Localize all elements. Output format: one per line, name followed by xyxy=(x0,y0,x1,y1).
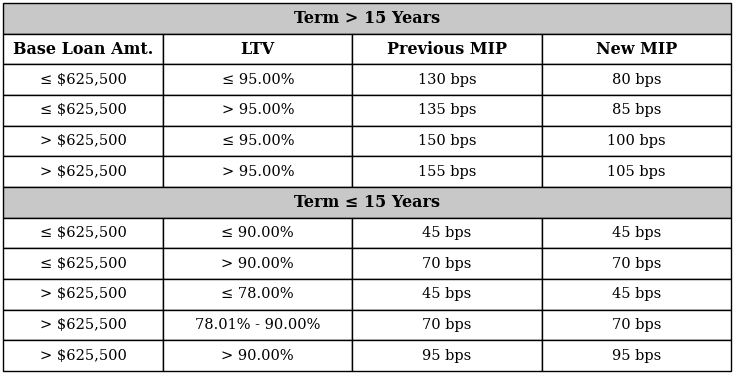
Text: > 95.00%: > 95.00% xyxy=(222,103,294,117)
Text: ≤ 95.00%: ≤ 95.00% xyxy=(222,73,294,87)
Text: Term ≤ 15 Years: Term ≤ 15 Years xyxy=(294,194,440,211)
Bar xyxy=(542,126,731,156)
Bar xyxy=(3,340,163,371)
Text: ≤ $625,500: ≤ $625,500 xyxy=(40,73,126,87)
Bar xyxy=(3,310,163,340)
Bar xyxy=(542,248,731,279)
Bar xyxy=(163,218,352,248)
Text: 105 bps: 105 bps xyxy=(607,165,666,179)
Bar xyxy=(542,64,731,95)
Bar xyxy=(352,310,542,340)
Text: 45 bps: 45 bps xyxy=(611,226,661,240)
Bar xyxy=(163,248,352,279)
Bar xyxy=(3,126,163,156)
Text: 95 bps: 95 bps xyxy=(611,349,661,363)
Bar xyxy=(163,340,352,371)
Bar xyxy=(163,310,352,340)
Text: > $625,500: > $625,500 xyxy=(40,287,126,301)
Text: 85 bps: 85 bps xyxy=(611,103,661,117)
Bar xyxy=(352,156,542,187)
Text: 70 bps: 70 bps xyxy=(611,318,661,332)
Text: 155 bps: 155 bps xyxy=(418,165,476,179)
Bar xyxy=(3,248,163,279)
Text: ≤ $625,500: ≤ $625,500 xyxy=(40,103,126,117)
Bar xyxy=(352,340,542,371)
Bar xyxy=(542,340,731,371)
Text: > $625,500: > $625,500 xyxy=(40,165,126,179)
Text: 135 bps: 135 bps xyxy=(418,103,476,117)
Bar xyxy=(3,279,163,310)
Text: 70 bps: 70 bps xyxy=(611,257,661,271)
Text: 80 bps: 80 bps xyxy=(611,73,661,87)
Bar xyxy=(352,126,542,156)
Text: ≤ 90.00%: ≤ 90.00% xyxy=(222,226,294,240)
Text: LTV: LTV xyxy=(241,40,275,58)
Bar xyxy=(542,34,731,64)
Bar xyxy=(3,218,163,248)
Bar xyxy=(3,187,731,218)
Text: Base Loan Amt.: Base Loan Amt. xyxy=(13,40,153,58)
Bar xyxy=(163,64,352,95)
Text: > 90.00%: > 90.00% xyxy=(222,257,294,271)
Text: ≤ $625,500: ≤ $625,500 xyxy=(40,257,126,271)
Bar xyxy=(163,95,352,126)
Text: Previous MIP: Previous MIP xyxy=(387,40,507,58)
Text: > $625,500: > $625,500 xyxy=(40,349,126,363)
Bar xyxy=(3,64,163,95)
Bar xyxy=(352,218,542,248)
Bar xyxy=(352,34,542,64)
Text: New MIP: New MIP xyxy=(596,40,677,58)
Bar xyxy=(352,279,542,310)
Bar xyxy=(542,218,731,248)
Text: ≤ $625,500: ≤ $625,500 xyxy=(40,226,126,240)
Text: > 95.00%: > 95.00% xyxy=(222,165,294,179)
Bar xyxy=(542,95,731,126)
Text: > 90.00%: > 90.00% xyxy=(222,349,294,363)
Bar xyxy=(163,126,352,156)
Text: > $625,500: > $625,500 xyxy=(40,134,126,148)
Bar xyxy=(542,279,731,310)
Text: Term > 15 Years: Term > 15 Years xyxy=(294,10,440,27)
Text: 150 bps: 150 bps xyxy=(418,134,476,148)
Text: 70 bps: 70 bps xyxy=(422,257,472,271)
Text: 45 bps: 45 bps xyxy=(423,226,472,240)
Bar xyxy=(352,64,542,95)
Bar xyxy=(3,156,163,187)
Text: 45 bps: 45 bps xyxy=(423,287,472,301)
Bar xyxy=(3,3,731,34)
Bar xyxy=(3,34,163,64)
Text: ≤ 78.00%: ≤ 78.00% xyxy=(222,287,294,301)
Text: 70 bps: 70 bps xyxy=(422,318,472,332)
Text: ≤ 95.00%: ≤ 95.00% xyxy=(222,134,294,148)
Text: 95 bps: 95 bps xyxy=(423,349,472,363)
Text: 130 bps: 130 bps xyxy=(418,73,476,87)
Bar xyxy=(163,279,352,310)
Bar xyxy=(352,95,542,126)
Bar xyxy=(352,248,542,279)
Bar xyxy=(3,95,163,126)
Text: 45 bps: 45 bps xyxy=(611,287,661,301)
Bar xyxy=(163,156,352,187)
Bar xyxy=(542,156,731,187)
Text: 100 bps: 100 bps xyxy=(607,134,666,148)
Text: > $625,500: > $625,500 xyxy=(40,318,126,332)
Text: 78.01% - 90.00%: 78.01% - 90.00% xyxy=(195,318,321,332)
Bar xyxy=(542,310,731,340)
Bar xyxy=(163,34,352,64)
